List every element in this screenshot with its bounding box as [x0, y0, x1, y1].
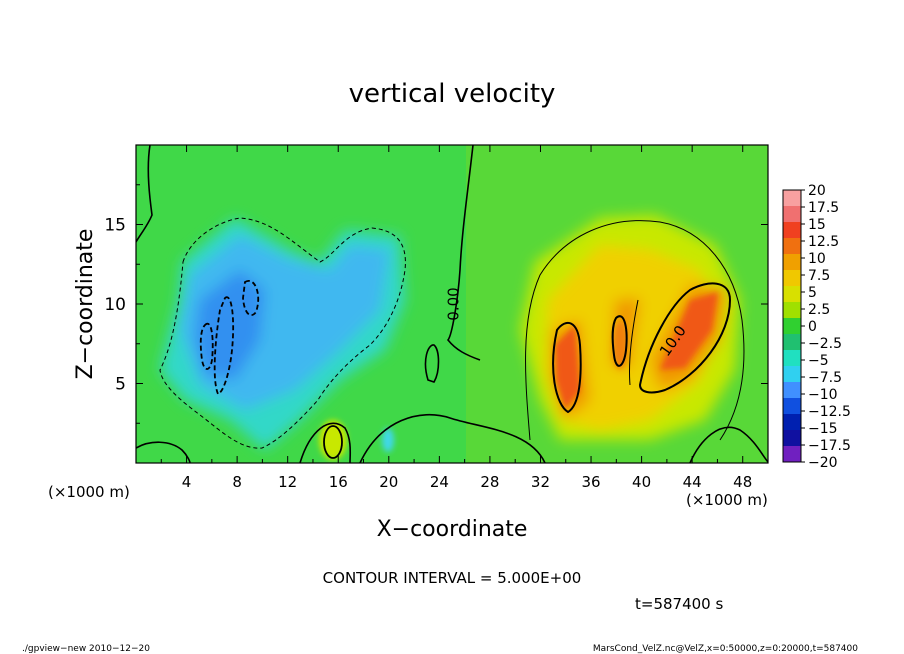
y-axis-label: Z−coordinate	[73, 229, 98, 380]
contour-zero-bottom	[136, 413, 768, 463]
colorbar-label: −10	[808, 387, 838, 403]
y-tick-label: 10	[104, 295, 126, 315]
y-tick-label: 15	[104, 216, 126, 236]
small-negative-cell	[382, 428, 394, 452]
colorbar-label: 12.5	[808, 234, 839, 250]
colorbar-label: −17.5	[808, 438, 851, 454]
colorbar-swatch	[783, 334, 801, 351]
contour-neg-five	[159, 217, 406, 449]
colorbar-swatch	[783, 446, 801, 463]
colorbar-swatch	[783, 254, 801, 271]
x-axis-label: X−coordinate	[377, 517, 528, 542]
colorbar-swatch	[783, 238, 801, 255]
x-tick-label: 12	[278, 473, 297, 491]
positive-core-a	[555, 325, 580, 410]
contour-ten-a	[552, 321, 582, 414]
colorbar-swatch	[783, 190, 801, 207]
time-label: t=587400 s	[635, 595, 723, 613]
x-tick-label: 28	[480, 473, 499, 491]
colorbar: 2017.51512.5107.552.50−2.5−5−7.5−10−12.5…	[782, 183, 851, 471]
colorbar-label: −2.5	[808, 336, 842, 352]
colorbar-label: 0	[808, 319, 817, 335]
x-tick-label: 44	[683, 473, 702, 491]
colorbar-label: 20	[808, 183, 826, 199]
colorbar-label: 5	[808, 285, 817, 301]
colorbar-label: −5	[808, 353, 829, 369]
x-tick-label: 36	[581, 473, 600, 491]
x-tick-label: 20	[379, 473, 398, 491]
x-tick-label: 8	[232, 473, 242, 491]
x-tick-label: 24	[430, 473, 449, 491]
contour-neg-ten-a	[199, 322, 214, 370]
contour-ten-b	[638, 282, 732, 394]
colorbar-swatch	[783, 286, 801, 303]
x-axis: 4 8 12 16 20 24 28 32 36 40 44 48	[160, 145, 752, 491]
colorbar-label: 2.5	[808, 302, 830, 318]
x-tick-label: 4	[182, 473, 192, 491]
colorbar-label: 15	[808, 217, 826, 233]
contour-neg-ten-c	[242, 280, 260, 317]
positive-core-b	[660, 292, 718, 370]
colorbar-swatch	[783, 414, 801, 431]
colorbar-swatch	[783, 430, 801, 447]
x-axis-unit-left: (×1000 m)	[48, 483, 130, 501]
colorbar-label: −20	[808, 455, 838, 471]
contour-zero-left	[136, 145, 153, 243]
x-tick-label: 32	[531, 473, 550, 491]
contour-ten-c	[611, 315, 628, 367]
contour-zero-blob	[424, 344, 440, 383]
colorbar-label: −15	[808, 421, 838, 437]
colorbar-swatch	[783, 302, 801, 319]
colorbar-swatch	[783, 382, 801, 399]
colorbar-swatch	[783, 222, 801, 239]
colorbar-swatch	[783, 206, 801, 223]
x-tick-label: 16	[329, 473, 348, 491]
contour-label: 0.00	[444, 287, 462, 320]
y-tick-label: 5	[115, 375, 126, 395]
contour-five-positive	[525, 220, 745, 441]
x-tick-label: 40	[632, 473, 651, 491]
footer-right: MarsCond_VelZ.nc@VelZ,x=0:50000,z=0:2000…	[593, 644, 858, 654]
colorbar-swatch	[783, 318, 801, 335]
colorbar-swatch	[783, 350, 801, 367]
positive-core-c	[613, 321, 627, 369]
contour-small-cell	[323, 425, 343, 459]
contour-zero-right	[446, 145, 481, 361]
colorbar-swatch	[783, 270, 801, 287]
colorbar-label: 10	[808, 251, 826, 267]
contour-neg-ten-b	[213, 296, 235, 396]
colorbar-label: −12.5	[808, 404, 851, 420]
colorbar-label: −7.5	[808, 370, 842, 386]
chart-title: vertical velocity	[349, 79, 556, 109]
footer-left: ./gpview−new 2010−12−20	[22, 644, 150, 654]
y-axis: 5 10 15	[104, 184, 768, 424]
colorbar-swatch	[783, 366, 801, 383]
contour-interval-text: CONTOUR INTERVAL = 5.000E+00	[323, 569, 582, 587]
colorbar-swatch	[783, 398, 801, 415]
x-axis-unit-right: (×1000 m)	[686, 491, 768, 509]
x-tick-label: 48	[733, 473, 752, 491]
colorbar-label: 17.5	[808, 200, 839, 216]
colorbar-label: 7.5	[808, 268, 830, 284]
